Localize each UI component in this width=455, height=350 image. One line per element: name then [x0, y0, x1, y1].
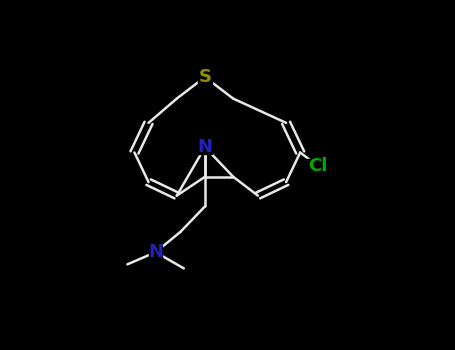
Text: N: N: [148, 243, 163, 261]
Text: S: S: [198, 68, 212, 86]
Bar: [149, 245, 162, 259]
Bar: [304, 159, 331, 173]
Bar: [198, 140, 212, 154]
Bar: [198, 70, 212, 84]
Text: Cl: Cl: [308, 157, 328, 175]
Text: N: N: [197, 138, 212, 156]
